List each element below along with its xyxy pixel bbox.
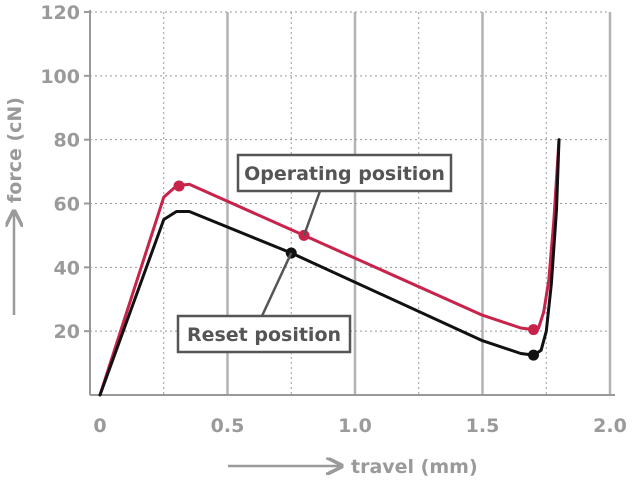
x-tick-label-2: 1.0 (338, 415, 372, 437)
y-tick-label-5: 120 (40, 2, 80, 24)
y-tick-label-4: 100 (40, 66, 80, 88)
annotations: Operating position Reset position (176, 153, 453, 354)
marker-operating-0 (173, 180, 185, 192)
callout-text-reset_label: Reset position (187, 324, 341, 346)
series-line-reset (98, 138, 561, 397)
y-axis-label-group: force (cN) (4, 97, 26, 315)
leader-reset_label (260, 252, 293, 317)
y-tick-label-1: 40 (54, 257, 80, 279)
x-tick-label-1: 0.5 (211, 415, 245, 437)
callout-box-operating_label (236, 153, 453, 193)
marker-reset-1 (528, 349, 539, 361)
series-lines (98, 138, 561, 397)
y-tick-label-3: 80 (54, 130, 80, 152)
x-axis-label-group: travel (mm) (228, 456, 478, 478)
x-tick-label-4: 2.0 (593, 415, 627, 437)
marker-reset-0 (285, 247, 297, 259)
x-tick-label-0: 0 (93, 415, 106, 437)
y-tick-labels: 20 40 60 80 100 120 (40, 2, 80, 343)
y-tick-label-2: 60 (54, 194, 80, 216)
marker-operating-2 (528, 324, 539, 336)
grid (90, 11, 612, 395)
y-tick-label-0: 20 (54, 321, 80, 343)
leader-operating_label (302, 190, 322, 236)
axes (84, 10, 615, 396)
callout-box-reset_label (176, 314, 352, 354)
y-axis-label: force (cN) (4, 97, 26, 203)
x-tick-labels: 0 0.5 1.0 1.5 2.0 (93, 415, 626, 437)
x-tick-label-3: 1.5 (466, 415, 500, 437)
callout-text-operating_label: Operating position (244, 163, 445, 185)
x-axis-label: travel (mm) (351, 456, 478, 478)
